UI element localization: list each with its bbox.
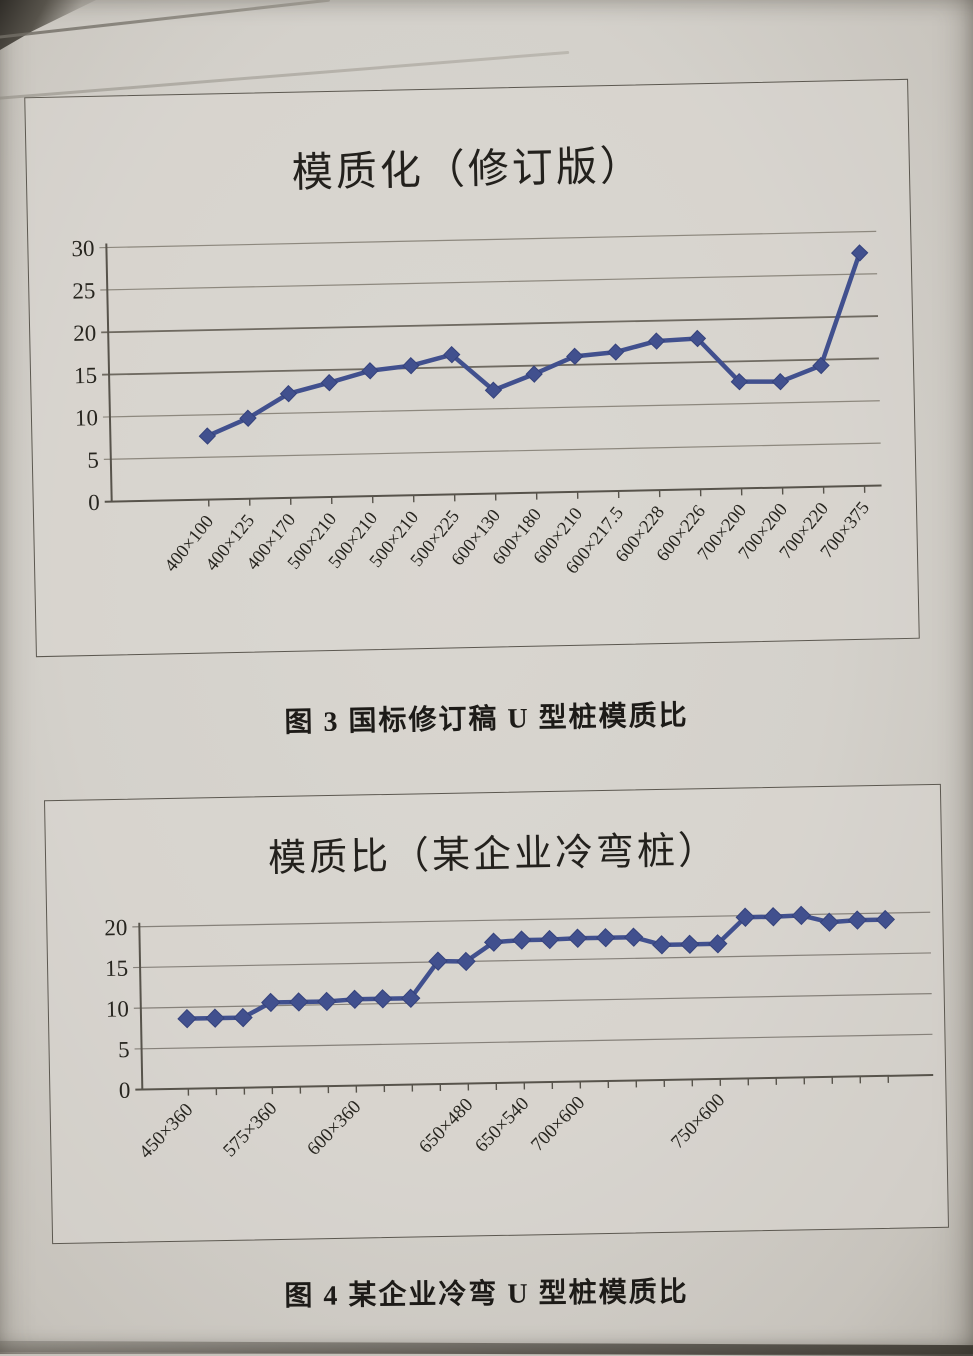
svg-text:10: 10 [75, 405, 99, 430]
svg-text:575×360: 575×360 [219, 1098, 281, 1161]
svg-text:650×480: 650×480 [415, 1094, 477, 1157]
svg-text:30: 30 [71, 236, 95, 261]
svg-text:450×360: 450×360 [135, 1099, 197, 1162]
svg-text:0: 0 [119, 1078, 131, 1103]
svg-text:15: 15 [105, 956, 128, 981]
figure3-caption: 图 3 国标修订稿 U 型桩模质比 [0, 689, 973, 746]
svg-text:20: 20 [73, 320, 97, 345]
svg-text:700×600: 700×600 [527, 1092, 589, 1155]
svg-text:5: 5 [118, 1037, 130, 1062]
svg-text:20: 20 [104, 915, 127, 940]
svg-text:25: 25 [72, 278, 96, 303]
figure4-caption: 图 4 某企业冷弯 U 型桩模质比 [0, 1267, 973, 1317]
svg-text:650×540: 650×540 [471, 1093, 533, 1156]
svg-text:0: 0 [88, 490, 100, 515]
svg-text:10: 10 [106, 996, 129, 1021]
svg-text:750×600: 750×600 [667, 1090, 729, 1153]
svg-text:5: 5 [87, 447, 99, 472]
svg-text:600×360: 600×360 [303, 1096, 365, 1159]
svg-text:15: 15 [74, 363, 98, 388]
photo-corner-shadow [0, 0, 96, 50]
